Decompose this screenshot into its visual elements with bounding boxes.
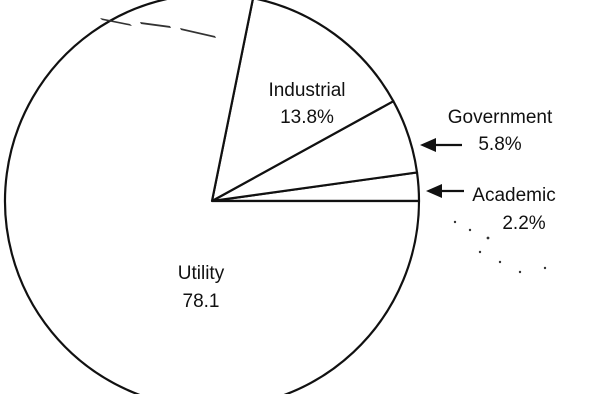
slice-value-government: 5.8% [478, 134, 521, 155]
slice-value-utility: 78.1 [183, 291, 220, 312]
pie-slices [3, 0, 421, 394]
slice-value-academic: 2.2% [502, 213, 545, 234]
slice-value-industrial: 13.8% [280, 107, 334, 128]
pie-slice-industrial [210, 0, 395, 203]
slice-label-government: Government [448, 107, 553, 128]
slice-label-industrial: Industrial [268, 80, 345, 101]
slice-label-academic: Academic [472, 185, 555, 206]
academic-arrow [426, 184, 464, 198]
scan-noise [100, 18, 547, 274]
government-arrow [420, 138, 462, 152]
pie-slice-utility [3, 0, 421, 394]
slice-label-utility: Utility [178, 263, 225, 284]
